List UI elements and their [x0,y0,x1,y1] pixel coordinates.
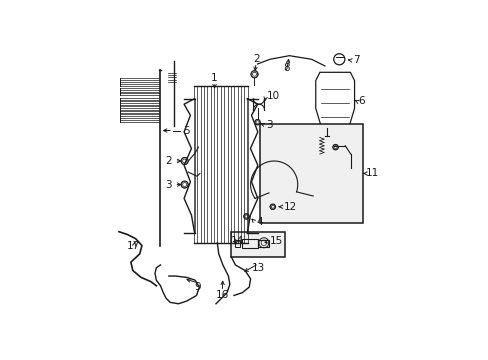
Text: 8: 8 [282,63,289,73]
Bar [241,239,258,248]
Bar [230,232,284,257]
Text: 1: 1 [211,73,218,83]
Bar [234,240,239,247]
Text: 6: 6 [358,96,365,107]
Bar [260,123,362,223]
Text: 2: 2 [164,156,171,166]
Text: 12: 12 [284,202,297,212]
Text: 3: 3 [265,120,272,130]
Text: 9: 9 [194,282,201,292]
Text: 2: 2 [252,54,259,64]
Text: 4: 4 [256,217,262,227]
Text: 3: 3 [164,180,171,190]
Bar [258,240,269,247]
Text: 15: 15 [269,237,283,246]
Text: 7: 7 [352,55,359,66]
Text: 13: 13 [252,263,265,273]
Text: 10: 10 [267,91,280,101]
Text: 11: 11 [365,168,378,179]
Text: 14: 14 [231,237,244,246]
Text: 16: 16 [215,291,228,301]
Text: 17: 17 [127,240,140,251]
Text: 5: 5 [183,126,189,135]
